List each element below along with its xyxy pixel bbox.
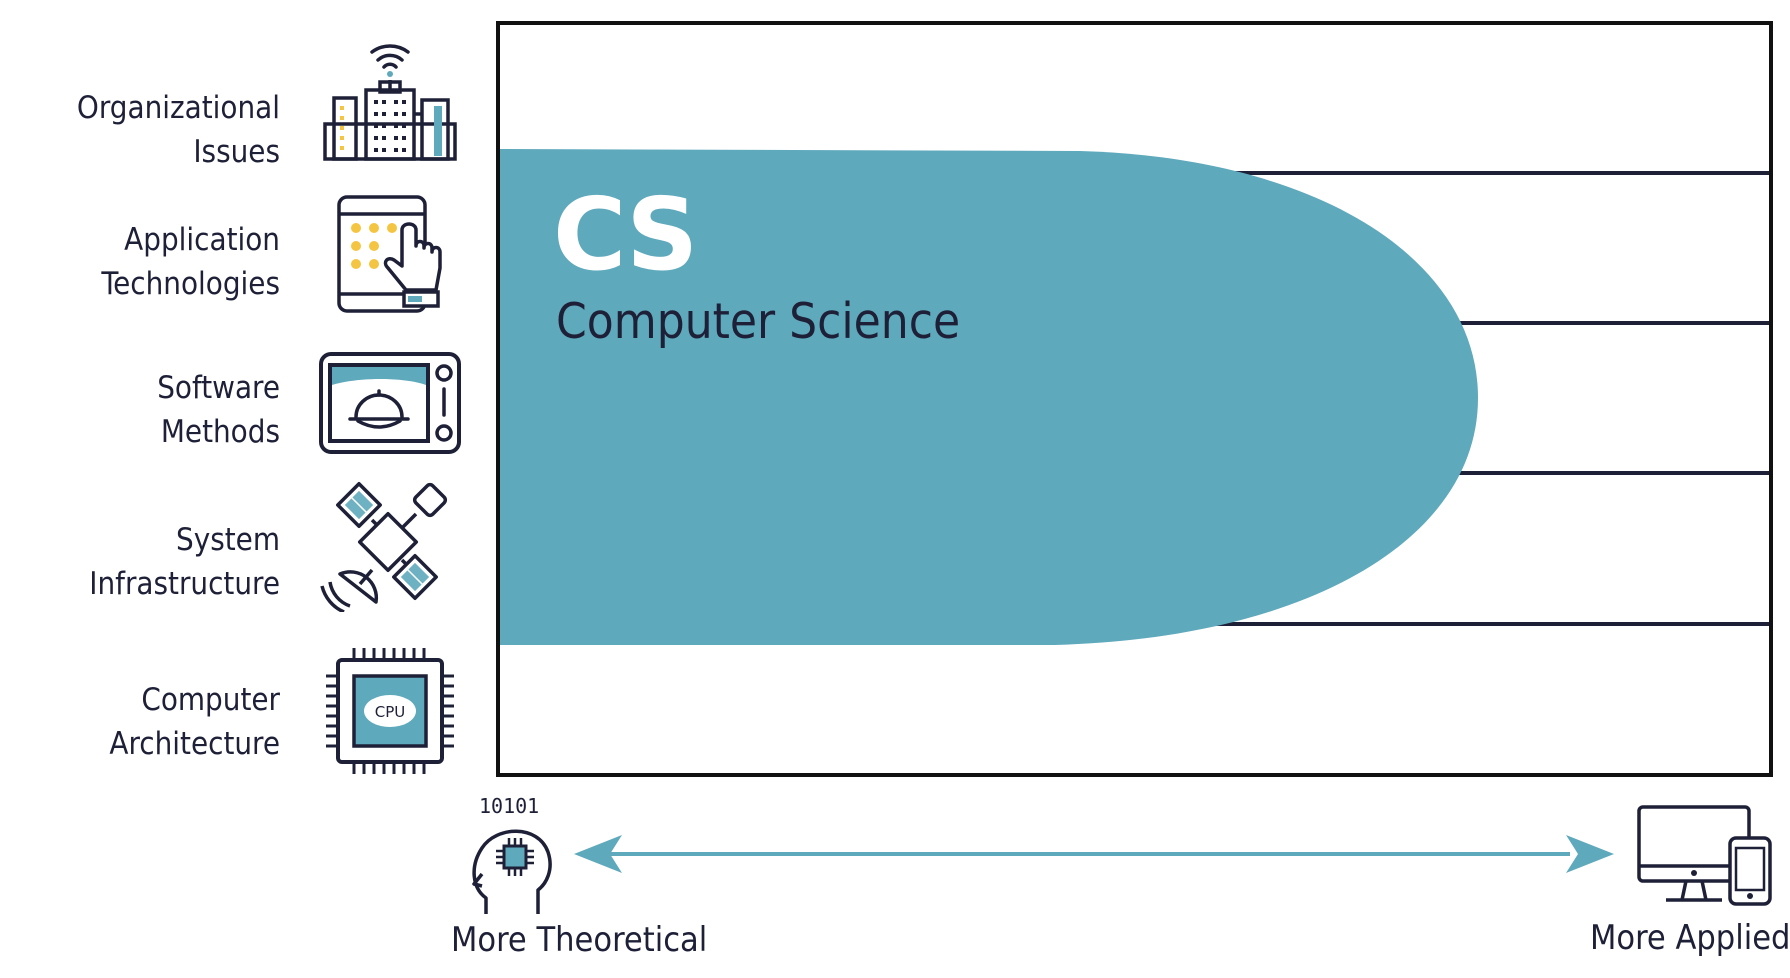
cs-coverage-area	[500, 149, 1478, 645]
tablet-touch-icon	[337, 195, 442, 313]
layer-label-line1: System	[175, 522, 280, 558]
layer-label-software: Software Methods	[20, 366, 280, 454]
layer-label-line1: Software	[157, 370, 280, 406]
layer-label-organizational: Organizational Issues	[20, 86, 280, 174]
layer-label-computer: Computer Architecture	[20, 678, 280, 766]
head-chip-icon	[472, 829, 552, 914]
city-buildings-icon	[323, 44, 457, 161]
layer-label-line2: Architecture	[109, 726, 280, 762]
cpu-chip-icon: CPU	[326, 648, 454, 774]
discipline-abbreviation: CS	[553, 176, 698, 293]
desktop-phone-icon	[1637, 805, 1772, 906]
binary-text: 10101	[479, 794, 540, 818]
layer-label-line2: Methods	[160, 414, 280, 450]
layer-label-application: Application Technologies	[20, 218, 280, 306]
layer-label-line2: Technologies	[101, 266, 280, 302]
layer-label-line1: Organizational	[76, 90, 280, 126]
more-applied-label: More Applied	[1590, 918, 1790, 958]
more-theoretical-label: More Theoretical	[451, 920, 708, 960]
microwave-oven-icon	[319, 352, 461, 454]
satellite-icon	[320, 482, 448, 612]
layer-label-line1: Application	[124, 222, 280, 258]
layer-label-line2: Issues	[193, 134, 280, 170]
cpu-label: CPU	[375, 703, 406, 721]
layer-label-line1: Computer	[141, 682, 280, 718]
layer-label-system: System Infrastructure	[20, 518, 280, 606]
layer-label-line2: Infrastructure	[89, 566, 280, 602]
discipline-name: Computer Science	[556, 293, 961, 350]
theory-applied-arrow	[574, 835, 1614, 873]
diagram-frame	[496, 21, 1773, 777]
